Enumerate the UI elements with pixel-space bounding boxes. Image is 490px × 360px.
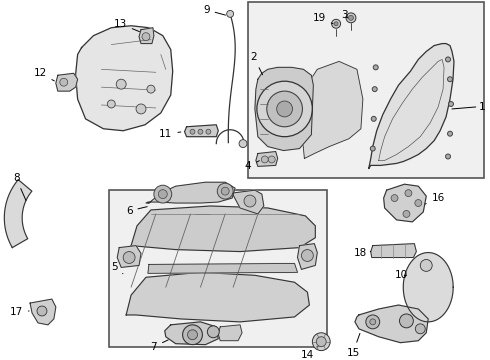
Text: 1: 1 — [478, 102, 485, 112]
Polygon shape — [56, 73, 77, 91]
Circle shape — [403, 211, 410, 217]
Circle shape — [257, 81, 312, 137]
Circle shape — [448, 102, 453, 107]
Circle shape — [373, 65, 378, 70]
Circle shape — [348, 15, 353, 20]
Polygon shape — [403, 253, 453, 322]
Bar — [109, 190, 327, 347]
Circle shape — [277, 101, 293, 117]
Polygon shape — [165, 322, 218, 345]
Circle shape — [207, 326, 219, 338]
Circle shape — [447, 77, 452, 82]
Circle shape — [123, 252, 135, 264]
Circle shape — [190, 129, 195, 134]
Circle shape — [447, 131, 452, 136]
Circle shape — [445, 57, 450, 62]
Polygon shape — [139, 28, 154, 44]
Circle shape — [445, 154, 450, 159]
Circle shape — [37, 306, 47, 316]
Polygon shape — [384, 184, 426, 222]
Text: 12: 12 — [33, 68, 54, 81]
Polygon shape — [301, 62, 363, 158]
Bar — [248, 2, 484, 178]
Text: 11: 11 — [159, 129, 181, 139]
Circle shape — [268, 156, 275, 163]
Polygon shape — [369, 44, 454, 168]
Circle shape — [346, 13, 356, 23]
Text: 7: 7 — [150, 340, 168, 352]
Polygon shape — [297, 244, 318, 269]
Polygon shape — [146, 182, 235, 203]
Text: 18: 18 — [354, 248, 371, 257]
Circle shape — [399, 314, 414, 328]
Circle shape — [217, 183, 233, 199]
Circle shape — [301, 249, 313, 261]
Circle shape — [317, 337, 326, 347]
Circle shape — [391, 195, 398, 202]
Circle shape — [60, 78, 68, 86]
Circle shape — [334, 22, 338, 26]
Polygon shape — [148, 264, 297, 273]
Text: 15: 15 — [346, 333, 360, 357]
Polygon shape — [126, 273, 309, 322]
Text: 13: 13 — [114, 19, 140, 32]
Circle shape — [239, 140, 247, 148]
Text: 16: 16 — [425, 193, 445, 204]
Circle shape — [415, 199, 422, 207]
Circle shape — [136, 104, 146, 114]
Text: 4: 4 — [245, 161, 259, 171]
Text: 8: 8 — [13, 173, 26, 201]
Polygon shape — [185, 125, 218, 137]
Circle shape — [261, 156, 268, 163]
Text: 10: 10 — [395, 270, 408, 280]
Circle shape — [405, 190, 412, 197]
Polygon shape — [355, 305, 428, 343]
Circle shape — [244, 195, 256, 207]
Text: 5: 5 — [111, 262, 123, 274]
Polygon shape — [371, 244, 416, 257]
Polygon shape — [4, 180, 32, 248]
Circle shape — [107, 100, 115, 108]
Circle shape — [371, 116, 376, 121]
Text: 19: 19 — [313, 13, 333, 24]
Polygon shape — [256, 152, 278, 166]
Polygon shape — [117, 246, 141, 267]
Circle shape — [227, 10, 234, 17]
Text: 17: 17 — [10, 307, 29, 317]
Circle shape — [366, 315, 380, 329]
Circle shape — [420, 260, 432, 271]
Polygon shape — [30, 299, 56, 325]
Text: 3: 3 — [341, 10, 348, 20]
Text: 14: 14 — [301, 347, 318, 360]
Polygon shape — [255, 67, 313, 150]
Text: 9: 9 — [203, 5, 225, 15]
Circle shape — [370, 146, 375, 151]
Circle shape — [267, 91, 302, 127]
Circle shape — [221, 187, 229, 195]
Circle shape — [416, 324, 425, 334]
Circle shape — [116, 79, 126, 89]
Circle shape — [198, 129, 203, 134]
Polygon shape — [232, 190, 264, 214]
Circle shape — [142, 33, 150, 41]
Text: 2: 2 — [250, 53, 263, 75]
Polygon shape — [75, 26, 172, 131]
Text: 6: 6 — [126, 206, 147, 216]
Circle shape — [183, 325, 202, 345]
Circle shape — [188, 330, 197, 340]
Circle shape — [332, 19, 341, 28]
Circle shape — [147, 85, 155, 93]
Polygon shape — [218, 325, 242, 341]
Polygon shape — [131, 206, 316, 252]
Circle shape — [206, 129, 211, 134]
Circle shape — [372, 87, 377, 91]
Circle shape — [370, 319, 376, 325]
Circle shape — [158, 190, 167, 199]
Circle shape — [312, 333, 330, 351]
Circle shape — [154, 185, 172, 203]
